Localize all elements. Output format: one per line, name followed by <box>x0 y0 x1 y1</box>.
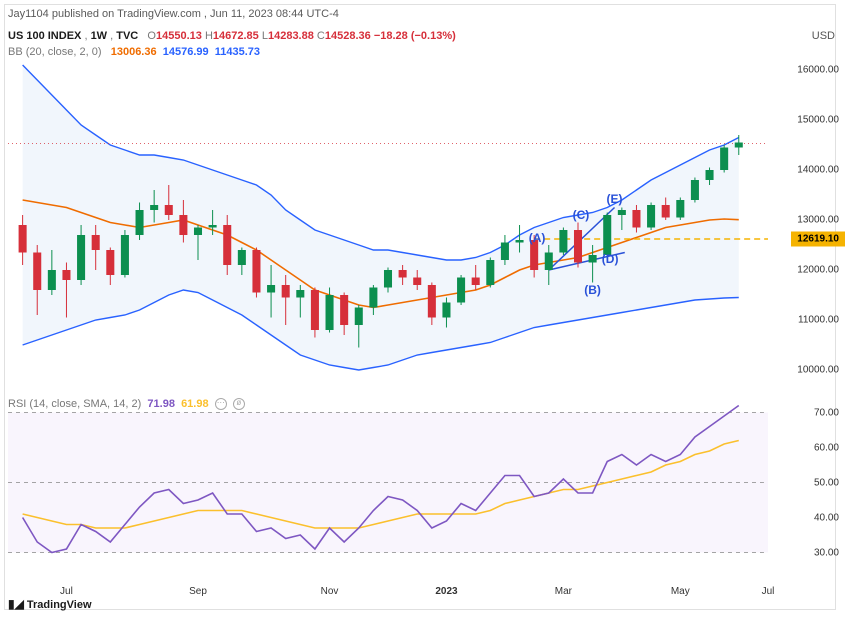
exchange: TVC <box>116 30 138 42</box>
elliott-label: (B) <box>584 283 601 297</box>
bb-upper: 14576.99 <box>163 46 209 58</box>
price-axis-tick: 14000.00 <box>797 165 839 176</box>
rsi-axis-tick: 30.00 <box>814 547 839 558</box>
elliott-label: (E) <box>607 192 623 206</box>
time-axis-tick: 2023 <box>435 586 457 597</box>
ohlc-l: 14283.88 <box>268 30 314 42</box>
price-axis-tick: 16000.00 <box>797 65 839 76</box>
bb-legend[interactable]: BB (20, close, 2, 0) 13006.36 14576.99 1… <box>8 46 260 58</box>
tradingview-logo: ▮◢ TradingView <box>8 597 92 611</box>
time-axis-tick: Mar <box>555 586 572 597</box>
elliott-label: (D) <box>602 252 619 266</box>
elliott-label: (A) <box>529 231 546 245</box>
rsi-axis-tick: 50.00 <box>814 477 839 488</box>
currency-label: USD <box>812 30 835 42</box>
publish-info: Jay1104 published on TradingView.com , J… <box>8 8 339 20</box>
author: Jay1104 <box>8 8 49 20</box>
time-axis-tick: Jul <box>762 586 775 597</box>
time-axis-tick: Jul <box>60 586 73 597</box>
price-axis-tick: 12000.00 <box>797 265 839 276</box>
rsi-axis-tick: 40.00 <box>814 512 839 523</box>
rsi-axis-tick: 60.00 <box>814 442 839 453</box>
time-axis-tick: May <box>671 586 690 597</box>
ohlc-c: 14528.36 <box>325 30 371 42</box>
symbol-name: US 100 INDEX <box>8 30 81 42</box>
price-highlight-badge: 12619.10 <box>791 232 845 247</box>
pub-date: Jun 11, 2023 08:44 UTC-4 <box>210 8 339 20</box>
price-axis-tick: 10000.00 <box>797 365 839 376</box>
time-axis-tick: Sep <box>189 586 207 597</box>
symbol-legend[interactable]: US 100 INDEX , 1W , TVC O14550.13 H14672… <box>8 30 456 42</box>
bb-label: BB (20, close, 2, 0) <box>8 46 102 58</box>
pub-site: TradingView.com <box>117 8 201 20</box>
ohlc-o: 14550.13 <box>156 30 202 42</box>
price-axis-tick: 11000.00 <box>798 315 839 326</box>
interval: 1W <box>91 30 108 42</box>
elliott-label: (C) <box>573 208 590 222</box>
price-chart[interactable] <box>8 60 768 380</box>
price-axis-tick: 15000.00 <box>797 115 839 126</box>
time-axis-tick: Nov <box>321 586 339 597</box>
price-axis-tick: 13000.00 <box>797 215 839 226</box>
bb-lower: 11435.73 <box>215 46 260 58</box>
rsi-chart[interactable] <box>8 395 768 570</box>
logo-icon: ▮◢ <box>8 597 24 611</box>
rsi-axis-tick: 70.00 <box>814 407 839 418</box>
bb-mid: 13006.36 <box>111 46 157 58</box>
ohlc-chg: −18.28 (−0.13%) <box>374 30 456 42</box>
ohlc-h: 14672.85 <box>213 30 259 42</box>
